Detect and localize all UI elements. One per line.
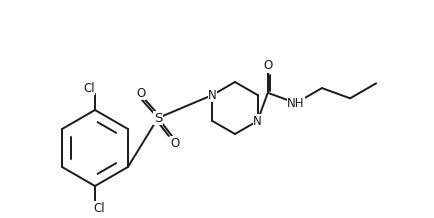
Text: Cl: Cl [83,82,95,94]
Text: O: O [171,136,180,150]
Text: O: O [136,87,146,99]
Text: O: O [263,59,273,72]
Text: S: S [154,111,162,124]
Text: N: N [208,89,217,102]
Text: Cl: Cl [93,201,105,215]
Text: N: N [253,114,262,128]
Text: NH: NH [287,97,305,110]
